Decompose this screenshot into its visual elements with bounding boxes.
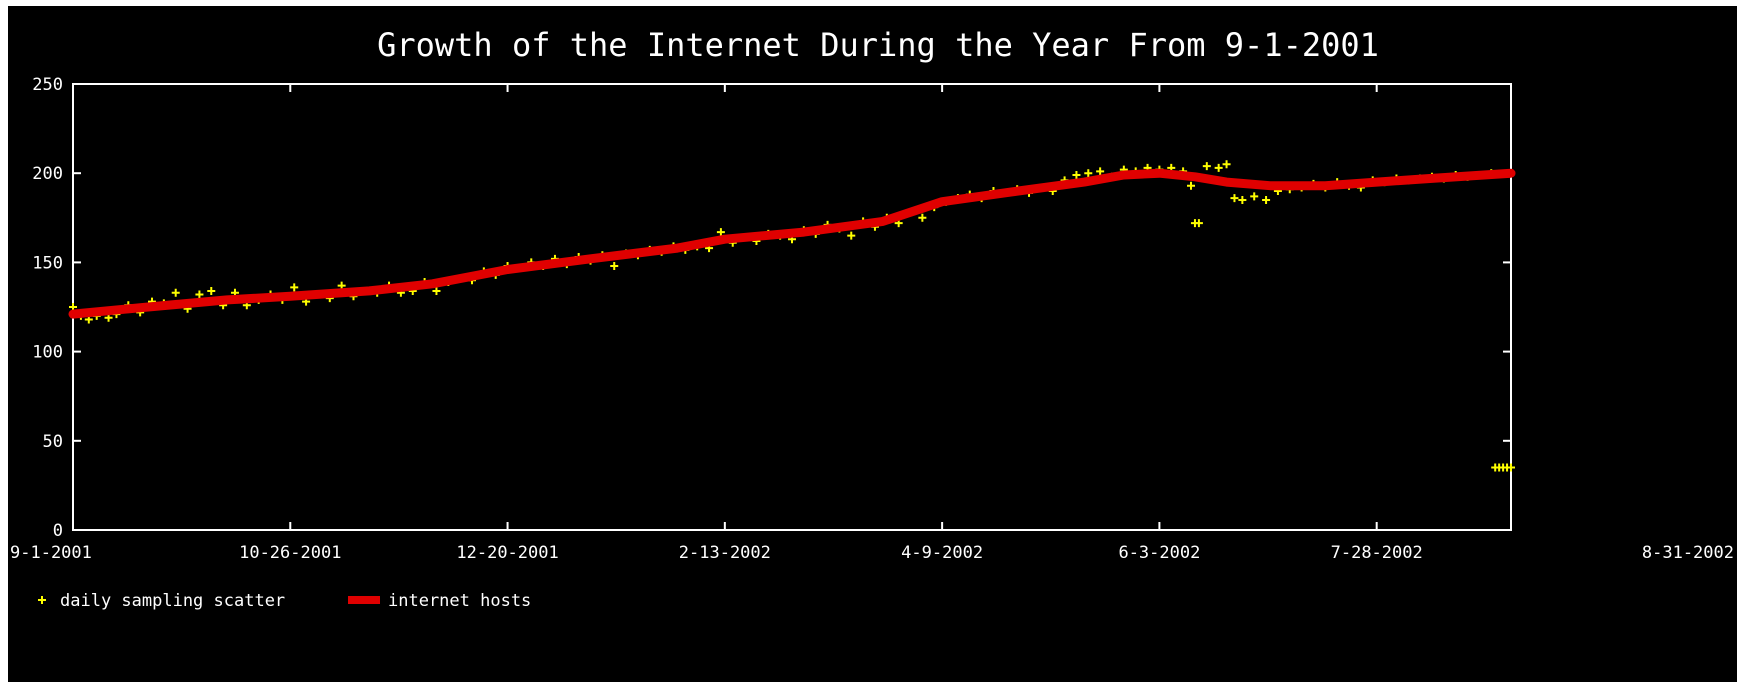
y-tick-label: 50 bbox=[43, 432, 63, 452]
scatter-point bbox=[171, 288, 180, 297]
scatter-series bbox=[69, 160, 1515, 472]
x-tick-label: 9-1-2001 bbox=[10, 543, 92, 563]
y-tick-label: 100 bbox=[32, 343, 63, 363]
scatter-point bbox=[1202, 162, 1211, 171]
x-axis-ticks: 9-1-2001 10-26-2001 12-20-2001 2-13-2002 4-9… bbox=[10, 84, 1734, 563]
y-tick-label: 250 bbox=[32, 75, 63, 95]
scatter-point bbox=[195, 290, 204, 299]
legend-marker-scatter bbox=[38, 596, 46, 604]
scatter-point bbox=[1187, 181, 1196, 190]
line-series bbox=[68, 168, 1516, 319]
y-tick-label: 0 bbox=[53, 521, 63, 541]
legend-label-scatter: daily sampling scatter bbox=[60, 591, 285, 611]
x-tick-label: 7-28-2002 bbox=[1331, 543, 1423, 563]
scatter-point bbox=[1230, 194, 1239, 203]
scatter-point bbox=[1072, 170, 1081, 179]
scatter-point bbox=[1214, 163, 1223, 172]
scatter-point bbox=[337, 281, 346, 290]
scatter-point bbox=[1250, 192, 1259, 201]
legend-label-line: internet hosts bbox=[388, 591, 531, 611]
chart: Growth of the Internet During the Year F… bbox=[10, 26, 1734, 611]
y-tick-label: 200 bbox=[32, 164, 63, 184]
x-tick-label: 8-31-2002 bbox=[1642, 543, 1734, 563]
x-tick-label: 10-26-2001 bbox=[239, 543, 341, 563]
scatter-point bbox=[1262, 195, 1271, 204]
chart-title: Growth of the Internet During the Year F… bbox=[377, 26, 1379, 64]
scatter-point bbox=[1096, 167, 1105, 176]
scatter-point bbox=[1222, 160, 1231, 169]
scatter-point bbox=[1194, 219, 1203, 228]
scatter-point bbox=[1507, 463, 1515, 472]
scatter-point bbox=[1238, 195, 1247, 204]
scatter-point bbox=[610, 261, 619, 270]
scatter-point bbox=[918, 213, 927, 222]
plot-border bbox=[72, 83, 1512, 531]
series-line-internet-hosts bbox=[68, 168, 1516, 319]
x-tick-label: 2-13-2002 bbox=[679, 543, 771, 563]
scatter-point bbox=[716, 228, 725, 237]
legend: daily sampling scatter internet hosts bbox=[38, 591, 531, 611]
x-tick-label: 12-20-2001 bbox=[456, 543, 558, 563]
scatter-point bbox=[1084, 169, 1093, 178]
scatter-point bbox=[290, 283, 299, 292]
chart-frame: Growth of the Internet During the Year F… bbox=[8, 6, 1737, 682]
scatter-point bbox=[207, 286, 216, 295]
x-tick-label: 6-3-2002 bbox=[1118, 543, 1200, 563]
scatter-point bbox=[432, 286, 441, 295]
y-tick-label: 150 bbox=[32, 253, 63, 273]
y-axis-ticks: 0 50 100 150 200 250 bbox=[32, 75, 1511, 541]
scatter-point bbox=[847, 231, 856, 240]
axes bbox=[72, 83, 1512, 531]
x-tick-label: 4-9-2002 bbox=[901, 543, 983, 563]
